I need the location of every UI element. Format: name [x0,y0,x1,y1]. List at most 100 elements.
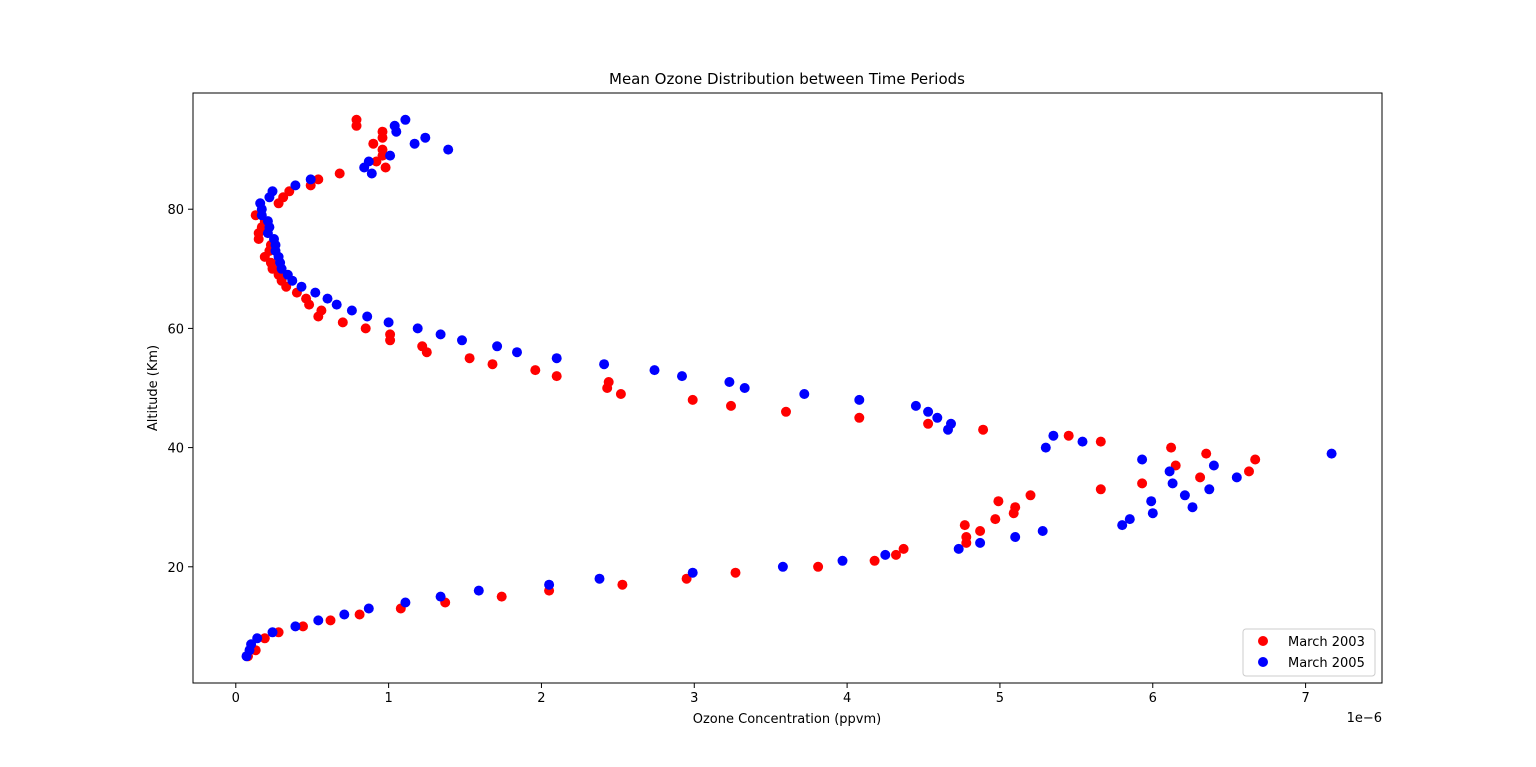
data-point-series-1 [301,293,312,304]
data-point-series-1 [891,549,901,560]
data-point-series-1 [681,573,692,584]
data-point-series-1 [377,144,388,155]
data-point-series-2 [799,389,810,399]
data-point-series-2 [443,144,454,155]
data-point-series-2 [246,639,257,650]
y-tick-label: 60 [167,322,184,337]
data-point-series-1 [360,323,371,334]
data-point-series-1 [615,389,626,399]
y-tick-label: 40 [167,442,184,457]
data-point-series-2 [953,543,964,554]
data-point-series-2 [290,180,301,191]
data-point-series-1 [1095,436,1106,447]
data-point-series-2 [313,615,324,626]
data-point-series-2 [346,305,357,316]
x-tick-label: 6 [1149,691,1157,706]
data-point-series-1 [298,621,308,632]
data-point-series-1 [959,520,970,531]
data-point-series-1 [726,400,736,411]
axes: 0 1 2 3 4 5 6 7 20 40 60 80 [167,92,1383,706]
data-point-series-2 [837,555,848,566]
data-point-series-1 [813,561,824,572]
data-point-series-1 [781,406,791,417]
data-point-series-1 [464,353,475,364]
data-point-series-1 [1025,490,1036,501]
data-point-series-1 [1095,484,1106,495]
data-point-series-2 [363,156,374,167]
y-tick-label: 80 [167,203,184,218]
chart-title: Mean Ozone Distribution between Time Per… [609,70,965,88]
data-point-series-2 [389,120,400,131]
data-point-series-2 [1040,442,1051,453]
data-point-series-1 [993,496,1004,507]
data-point-series-1 [687,394,698,405]
data-point-series-2 [1010,532,1021,542]
data-point-series-1 [854,412,865,423]
data-point-series-1 [1250,454,1261,465]
data-point-series-2 [383,317,394,328]
data-point-series-2 [551,353,562,364]
data-point-series-2 [305,174,316,185]
data-point-series-2 [544,579,555,590]
data-point-series-2 [1204,484,1215,495]
data-point-series-2 [1179,490,1190,501]
data-point-series-1 [316,305,327,316]
data-point-series-2 [366,168,377,179]
data-point-series-1 [1195,472,1206,483]
legend-box [1242,628,1376,677]
data-point-series-1 [975,526,986,536]
x-axis-label: Ozone Concentration (ppvm) [693,712,881,727]
data-point-series-2 [363,603,374,614]
x-axis-offset-label: 1e−6 [1347,711,1382,726]
data-point-series-1 [961,532,972,542]
data-point-series-2 [385,150,396,161]
data-point-series-2 [512,347,522,358]
data-point-series-1 [990,514,1001,525]
data-point-series-1 [278,192,289,203]
data-point-series-1 [487,359,498,370]
data-point-series-1 [417,341,428,352]
data-point-series-1 [1166,442,1177,453]
data-point-series-2 [1137,454,1148,465]
y-axis-label: Altitude (Km) [146,345,161,431]
data-point-series-2 [1048,430,1059,441]
data-point-series-2 [724,377,735,387]
data-point-series-1 [530,365,541,376]
data-point-series-2 [255,198,266,209]
data-point-series-1 [337,317,348,328]
data-point-series-2 [290,621,301,632]
data-point-series-2 [1077,436,1088,447]
plot-frame [192,92,1383,684]
data-point-series-2 [310,287,321,298]
data-point-series-1 [1010,502,1021,513]
x-tick-label: 5 [996,691,1004,706]
x-tick-label: 3 [690,691,698,706]
data-point-series-2 [412,323,423,334]
data-point-series-1 [1244,466,1254,477]
data-point-series-1 [496,591,507,602]
data-point-series-2 [1146,496,1157,507]
data-point-series-1 [351,114,362,125]
data-point-series-1 [368,138,379,149]
data-point-series-2 [457,335,467,346]
x-tick-label: 2 [537,691,545,706]
legend-label-series-2: March 2005 [1288,656,1365,671]
data-point-series-2 [1037,526,1048,536]
data-point-series-2 [1187,502,1198,513]
y-tick-label: 20 [167,561,184,576]
data-point-series-2 [400,597,411,608]
data-point-series-1 [377,126,388,137]
x-tick-label: 0 [232,691,240,706]
data-point-series-2 [322,293,333,304]
data-point-series-2 [777,561,788,572]
data-point-series-2 [923,406,934,417]
data-point-series-2 [331,299,342,310]
legend-label-series-1: March 2003 [1288,635,1365,650]
data-point-series-2 [339,609,350,620]
data-point-series-2 [409,138,420,149]
data-point-series-1 [898,543,909,554]
legend-marker-series-1 [1258,636,1268,646]
data-point-series-2 [435,329,446,340]
data-point-series-2 [492,341,503,352]
x-tick-label: 1 [384,691,392,706]
